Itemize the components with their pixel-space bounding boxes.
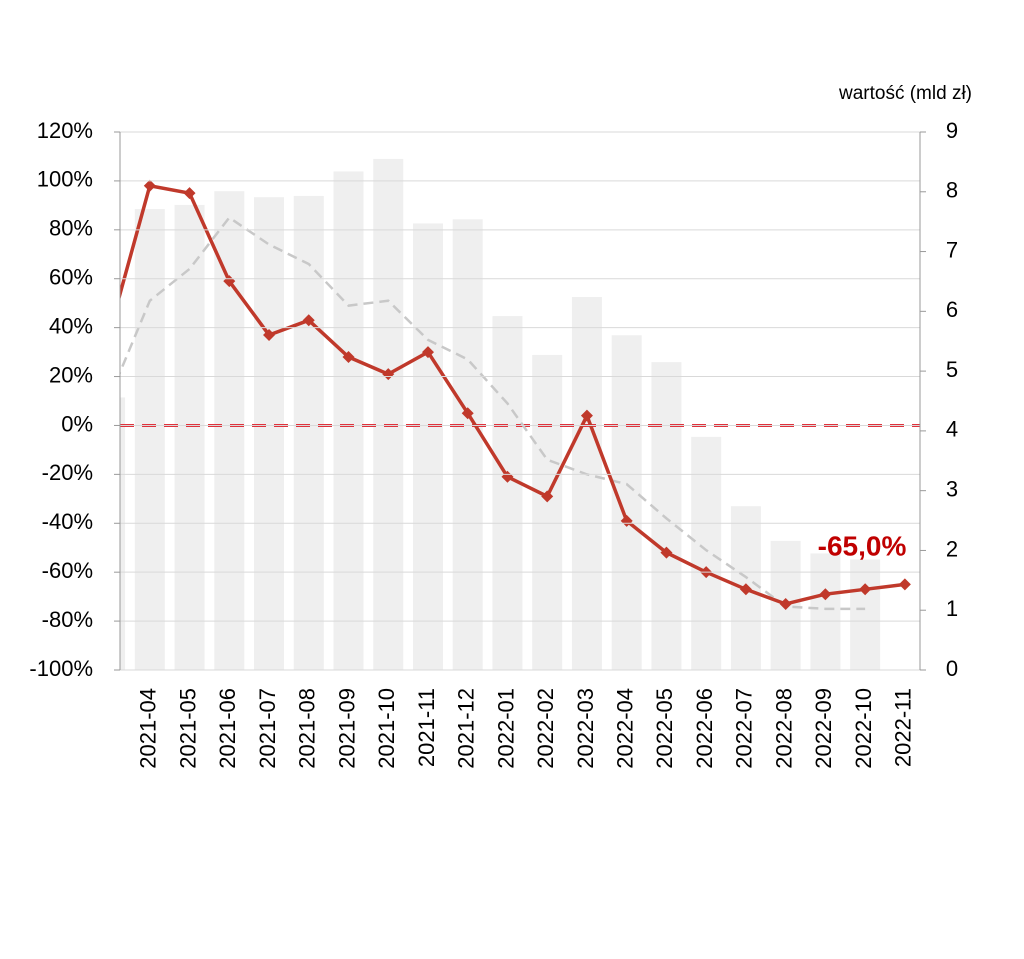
x-tick-label: 2022-05 — [652, 688, 677, 769]
marker — [183, 187, 196, 200]
y2-tick-label: 0 — [946, 656, 958, 681]
line — [120, 215, 866, 611]
marker — [660, 546, 673, 559]
marker — [779, 597, 792, 610]
x-tick-label: 2021-07 — [255, 688, 280, 769]
bar — [293, 195, 324, 670]
y2-tick-label: 9 — [946, 118, 958, 143]
marker — [501, 470, 514, 483]
y-tick-label: -80% — [42, 607, 93, 632]
y2-axis-title: wartość (mld zł) — [838, 83, 972, 104]
marker — [421, 346, 434, 359]
x-tick-label: 2021-10 — [374, 688, 399, 769]
x-tick-label: 2022-07 — [732, 688, 757, 769]
marker — [342, 350, 355, 363]
y2-tick-label: 2 — [946, 536, 958, 561]
y-tick-label: 40% — [49, 313, 93, 338]
marker — [541, 490, 554, 503]
x-tick-label: 2022-10 — [851, 688, 876, 769]
bar — [571, 296, 602, 670]
bar — [810, 553, 841, 670]
marker — [898, 578, 911, 591]
marker — [461, 407, 474, 420]
x-tick-label: 2022-01 — [493, 688, 518, 769]
x-tick-label: 2021-09 — [334, 688, 359, 769]
x-tick-label: 2021-05 — [175, 688, 200, 769]
y-tick-label: -60% — [42, 558, 93, 583]
x-tick-label: 2022-11 — [891, 688, 916, 767]
y-tick-label: 20% — [49, 362, 93, 387]
bar — [452, 219, 483, 670]
marker — [223, 275, 236, 288]
y-tick-label: 120% — [37, 118, 93, 143]
x-tick-label: 2022-02 — [533, 688, 558, 769]
bar — [850, 559, 881, 670]
y2-tick-label: 1 — [946, 596, 958, 621]
marker — [859, 583, 872, 596]
x-tick-label: 2022-09 — [811, 688, 836, 769]
plot-area — [104, 158, 920, 670]
bar — [333, 171, 364, 670]
bar — [254, 197, 285, 670]
marker — [620, 514, 633, 527]
x-tick-label: 2021-04 — [136, 688, 161, 769]
y-tick-label: -20% — [42, 460, 93, 485]
y-tick-label: -40% — [42, 509, 93, 534]
bar — [412, 223, 443, 670]
y2-tick-label: 3 — [946, 476, 958, 501]
y-tick-label: 80% — [49, 216, 93, 241]
y2-tick-label: 8 — [946, 178, 958, 203]
y-tick-label: 100% — [37, 167, 93, 192]
x-tick-label: 2021-11 — [414, 688, 439, 767]
bar — [611, 335, 642, 670]
bar — [691, 436, 722, 670]
x-tick-label: 2022-08 — [771, 688, 796, 769]
x-tick-label: 2022-06 — [692, 688, 717, 769]
bar — [651, 362, 682, 670]
marker — [104, 324, 116, 336]
marker — [819, 588, 832, 601]
x-tick-label: 2021-08 — [295, 688, 320, 769]
x-tick-label: 2022-04 — [612, 688, 637, 769]
marker — [263, 328, 276, 341]
marker — [739, 583, 752, 596]
y2-tick-label: 4 — [946, 417, 958, 442]
y2-tick-label: 6 — [946, 297, 958, 322]
x-tick-label: 2021-06 — [215, 688, 240, 769]
bar — [214, 191, 245, 670]
marker — [382, 368, 395, 381]
bar — [373, 158, 404, 670]
x-tick-label: 2022-03 — [573, 688, 598, 769]
bar — [134, 209, 165, 670]
marker — [143, 179, 156, 192]
y-tick-label: 0% — [61, 411, 93, 436]
x-tick-label: 2021-12 — [454, 688, 479, 769]
marker — [302, 314, 315, 327]
marker — [580, 409, 593, 422]
y-tick-label: -100% — [29, 656, 93, 681]
bar — [532, 354, 563, 670]
bar — [492, 316, 523, 670]
annotation: -65,0% — [818, 530, 907, 561]
bar — [174, 204, 205, 670]
y-tick-label: 60% — [49, 265, 93, 290]
y2-tick-label: 5 — [946, 357, 958, 382]
y2-tick-label: 7 — [946, 237, 958, 262]
bar — [120, 397, 126, 670]
